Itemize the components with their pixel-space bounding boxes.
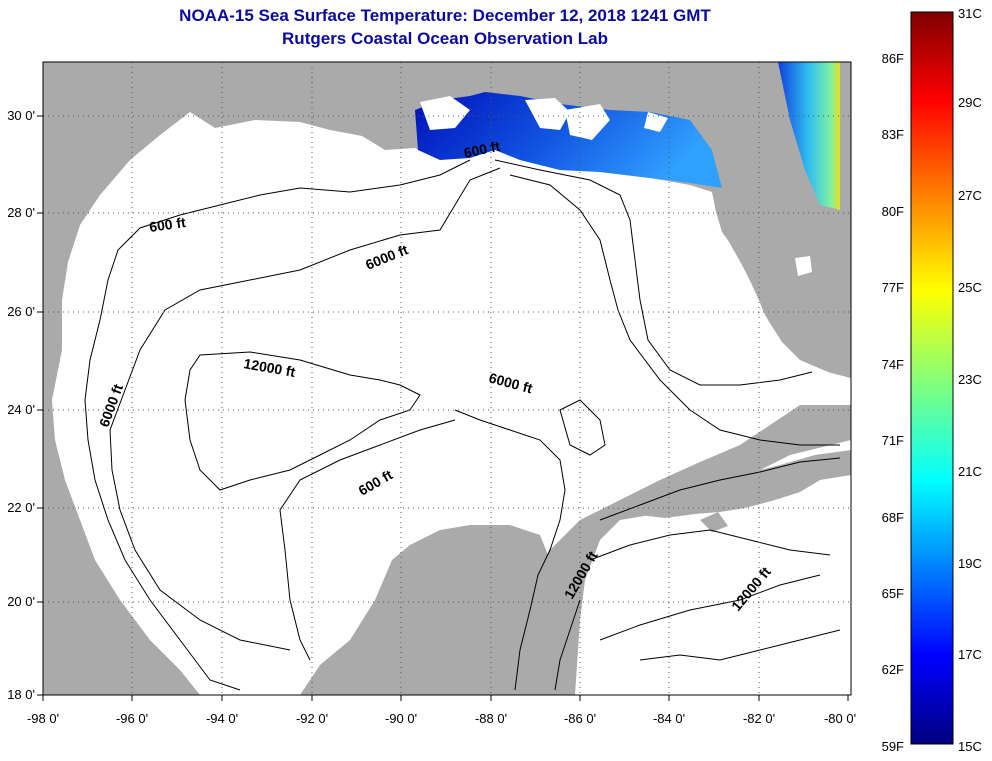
colorbar-c-label: 23C [958,372,982,387]
colorbar-c-label: 17C [958,647,982,662]
colorbar-c-label: 27C [958,188,982,203]
contour-label: 600 ft [148,214,187,235]
lon-label: -82 0' [743,711,775,726]
graticule [43,62,851,695]
lon-label: -98 0' [27,711,59,726]
island-land [700,512,728,532]
colorbar-f-label: 86F [882,51,904,66]
colorbar-f-label: 83F [882,127,904,142]
lat-label: 18 0' [7,687,35,702]
gulf-water [52,112,851,695]
lat-label: 20 0' [7,594,35,609]
lon-label: -86 0' [564,711,596,726]
colorbar-f-label: 68F [882,510,904,525]
lon-label: -90 0' [385,711,417,726]
lon-label: -84 0' [653,711,685,726]
bathymetry-contours [84,159,841,691]
sst-florida-atlantic [778,62,840,210]
lat-label: 28 0' [7,205,35,220]
colorbar-c-label: 29C [958,95,982,110]
colorbar-f-label: 59F [882,739,904,754]
yucatan-land [300,525,548,695]
cloud-patch [420,96,470,130]
lon-label: -80 0' [824,711,856,726]
colorbar-c-label: 19C [958,556,982,571]
colorbar-f-label: 80F [882,204,904,219]
colorbar-f-label: 74F [882,357,904,372]
chart-subtitle: Rutgers Coastal Ocean Observation Lab [282,29,608,48]
colorbar-f-label: 71F [882,433,904,448]
cloud-patch [644,112,668,132]
colorbar-c-label: 25C [958,280,982,295]
contour-label: 600 ft [462,138,501,161]
colorbar-f-label: 77F [882,280,904,295]
colorbar-f-label: 62F [882,662,904,677]
lat-label: 22 0' [7,500,35,515]
cloud-patch [795,256,812,276]
colorbar-c-label: 21C [958,464,982,479]
colorbar-f-label: 65F [882,586,904,601]
lat-label: 30 0' [7,108,35,123]
cloud-patch [565,104,610,140]
lon-label: -92 0' [296,711,328,726]
cuba-land [640,450,851,518]
caribbean-water [575,440,851,695]
colorbar-c-label: 15C [958,739,982,754]
cloud-patch [525,98,570,130]
lat-label: 26 0' [7,304,35,319]
sst-northern-gulf [415,92,722,188]
lon-label: -88 0' [475,711,507,726]
colorbar [910,11,954,745]
colorbar-c-label: 31C [958,6,982,21]
lon-label: -94 0' [206,711,238,726]
chart-title: NOAA-15 Sea Surface Temperature: Decembe… [179,6,711,25]
lat-label: 24 0' [7,402,35,417]
lon-label: -96 0' [116,711,148,726]
